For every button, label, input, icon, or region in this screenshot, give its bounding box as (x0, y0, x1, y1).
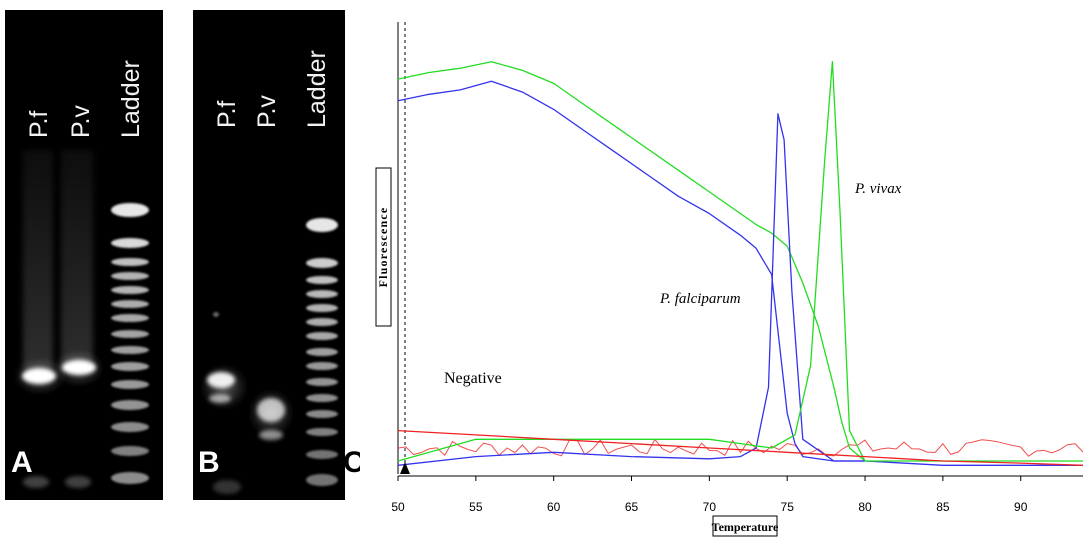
lane-label-ladder: Ladder (117, 60, 145, 138)
ladder-band (306, 304, 338, 312)
ladder-band (306, 290, 338, 298)
melt-curve-chart: 50 55 60 65 70 75 80 85 90 Fluorescence Temperat… (360, 0, 1083, 544)
ladder-band (111, 272, 149, 280)
panel-letter-c: C (343, 446, 365, 479)
lane-label-ladder: Ladder (303, 50, 331, 128)
series-line-green-fluorescence (397, 61, 866, 462)
lane-label-pv: P.v (253, 95, 281, 128)
annotation-p-falciparum: P. falciparum (659, 291, 741, 307)
x-tick-label: 75 (781, 500, 795, 514)
series-layer (397, 61, 1083, 466)
y-axis-label: Fluorescence (376, 207, 390, 288)
well-glow (23, 476, 49, 488)
ladder-band (111, 238, 149, 248)
series-line-blue-fluorescence (397, 80, 865, 462)
x-tick-label: 90 (1014, 500, 1028, 514)
annotation-p-vivax: P. vivax (854, 181, 902, 197)
series-line-red-negative (397, 429, 1083, 466)
series-line-green-derivative (397, 61, 1083, 462)
negative-noise-trace (397, 438, 1083, 457)
lane-label-pf: P.f (25, 110, 53, 138)
panel-letter-b: B (198, 446, 220, 479)
ladder-band (306, 378, 338, 386)
faint-speck (213, 312, 219, 317)
ladder-band (306, 332, 338, 340)
lane-smear (61, 150, 93, 370)
ladder-band (306, 258, 338, 268)
x-ticks: 50 55 60 65 70 75 80 85 90 (391, 476, 1028, 514)
start-marker-icon (400, 462, 410, 474)
x-axis-label: Temperature (712, 520, 779, 534)
ladder-band (111, 258, 149, 266)
ladder-band (111, 400, 149, 410)
ladder-band (306, 348, 338, 356)
ladder-band (111, 314, 149, 322)
ladder-band (306, 276, 338, 284)
pcr-band-pf-lower (209, 394, 231, 403)
lane-label-pf: P.f (213, 100, 241, 128)
ladder-band (306, 410, 338, 418)
ladder-band (306, 394, 338, 402)
ladder-band (111, 330, 149, 338)
ladder-band (306, 362, 338, 370)
x-tick-label: 60 (547, 500, 561, 514)
ladder-band (111, 286, 149, 294)
lane-smear (23, 150, 53, 370)
lane-label-pv: P.v (67, 105, 95, 138)
ladder-band (111, 346, 149, 354)
ladder-band (306, 218, 338, 232)
ladder-band (111, 203, 149, 217)
ladder-band (306, 450, 338, 459)
gel-panel-b: P.f P.v Ladder B (193, 10, 345, 500)
ladder-band (111, 446, 149, 456)
x-tick-label: 70 (703, 500, 717, 514)
ylabel-box (375, 167, 392, 327)
ladder-band (306, 318, 338, 326)
pcr-band-pf (22, 368, 56, 384)
well-glow (65, 476, 91, 488)
xlabel-box (712, 515, 778, 537)
ladder-band (306, 428, 338, 436)
annotation-negative: Negative (444, 370, 502, 387)
ladder-band (111, 362, 149, 371)
pcr-band-pv-lower (259, 430, 283, 440)
series-line-blue-derivative (397, 113, 1083, 466)
x-tick-label: 85 (936, 500, 950, 514)
pcr-band-pf (207, 372, 235, 388)
panel-letter-a: A (11, 446, 33, 479)
gel-panel-a: P.f P.v Ladder A (5, 10, 163, 500)
x-tick-label: 65 (625, 500, 639, 514)
ladder-band (111, 422, 149, 432)
ladder-band (111, 472, 149, 484)
x-tick-label: 50 (391, 500, 405, 514)
x-tick-label: 80 (858, 500, 872, 514)
well-glow (213, 480, 241, 494)
ladder-band (306, 474, 338, 486)
ladder-band (111, 300, 149, 308)
x-tick-label: 55 (469, 500, 483, 514)
ladder-band (111, 380, 149, 389)
pcr-band-pv (62, 360, 96, 375)
pcr-band-pv (257, 398, 285, 422)
